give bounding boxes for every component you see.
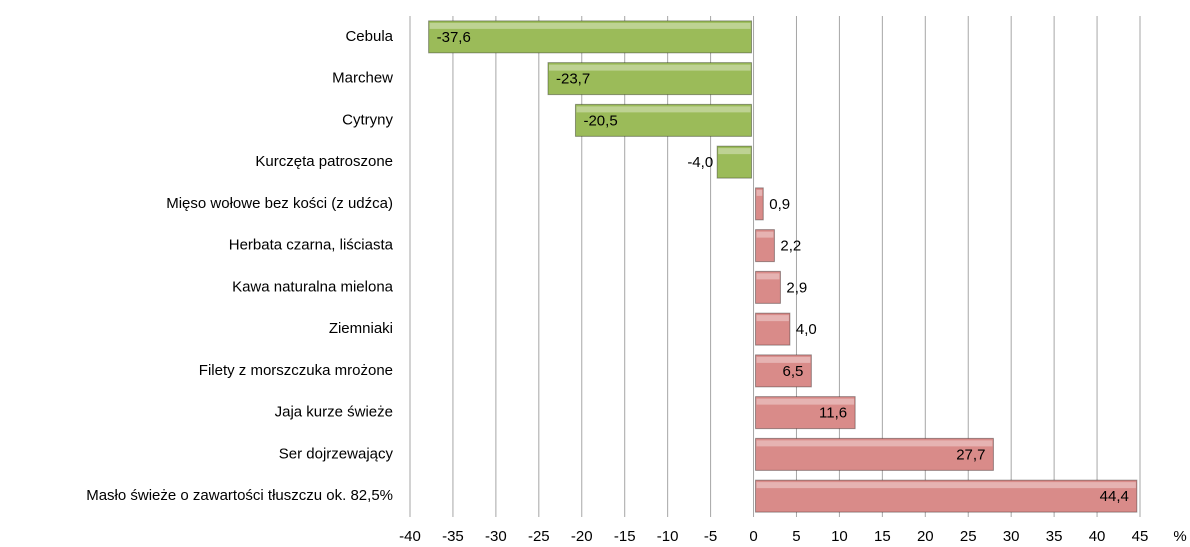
bar-highlight bbox=[576, 106, 751, 113]
x-tick-label: -15 bbox=[614, 528, 636, 545]
bar-highlight bbox=[756, 189, 763, 196]
x-tick-label: 5 bbox=[792, 528, 800, 545]
bar bbox=[755, 312, 791, 346]
bar-highlight bbox=[756, 315, 789, 322]
y-tick-label: Filety z morszczuka mrożone bbox=[199, 362, 393, 379]
x-tick-label: -25 bbox=[528, 528, 550, 545]
x-tick-label: 20 bbox=[917, 528, 934, 545]
bar bbox=[755, 396, 856, 430]
bar-highlight bbox=[718, 148, 751, 155]
y-tick-label: Ser dojrzewający bbox=[279, 445, 394, 462]
x-tick-label: 40 bbox=[1089, 528, 1106, 545]
value-label: 11,6 bbox=[819, 405, 847, 422]
x-tick-label: 25 bbox=[960, 528, 977, 545]
bar-highlight bbox=[548, 64, 751, 71]
bar bbox=[755, 437, 994, 471]
bar-highlight bbox=[756, 356, 811, 363]
x-tick-label: 30 bbox=[1003, 528, 1020, 545]
x-tick-label: 35 bbox=[1046, 528, 1063, 545]
bar bbox=[428, 20, 753, 54]
x-tick-label: -35 bbox=[442, 528, 464, 545]
value-label: -23,7 bbox=[556, 71, 590, 88]
x-tick-label: 15 bbox=[874, 528, 891, 545]
value-label: 0,9 bbox=[769, 196, 790, 213]
bar bbox=[755, 229, 775, 263]
value-label: 27,7 bbox=[956, 446, 985, 463]
x-tick-label: 45 bbox=[1132, 528, 1149, 545]
x-tick-label: -40 bbox=[399, 528, 421, 545]
y-tick-label: Cytryny bbox=[342, 111, 393, 128]
value-label: 2,2 bbox=[780, 238, 801, 255]
bar bbox=[547, 62, 753, 96]
axis-unit: % bbox=[1173, 528, 1186, 545]
y-tick-label: Marchew bbox=[332, 70, 393, 87]
bar-highlight bbox=[756, 273, 780, 280]
x-tick-label: -20 bbox=[571, 528, 593, 545]
bar-highlight bbox=[429, 22, 751, 29]
value-label: -37,6 bbox=[437, 29, 471, 46]
bar bbox=[755, 479, 1138, 513]
x-tick-label: 0 bbox=[749, 528, 757, 545]
value-label: -20,5 bbox=[583, 112, 617, 129]
x-tick-label: -10 bbox=[657, 528, 679, 545]
bar-highlight bbox=[756, 231, 774, 238]
value-label: 2,9 bbox=[786, 279, 807, 296]
bar bbox=[716, 145, 753, 179]
value-label: 44,4 bbox=[1100, 488, 1129, 505]
bar bbox=[755, 354, 812, 388]
bar-highlight bbox=[756, 440, 993, 447]
y-tick-label: Jaja kurze świeże bbox=[275, 404, 393, 421]
bar bbox=[755, 270, 781, 304]
y-tick-label: Kawa naturalna mielona bbox=[232, 278, 394, 295]
bar-highlight bbox=[756, 482, 1136, 489]
y-tick-label: Mięso wołowe bez kości (z udźca) bbox=[166, 195, 393, 212]
x-tick-label: -5 bbox=[704, 528, 717, 545]
y-tick-label: Cebula bbox=[345, 28, 393, 45]
value-label: 4,0 bbox=[796, 321, 817, 338]
bar-highlight bbox=[756, 398, 855, 405]
y-tick-label: Ziemniaki bbox=[329, 320, 393, 337]
value-label: -4,0 bbox=[687, 154, 713, 171]
bar bbox=[574, 103, 753, 137]
y-tick-label: Herbata czarna, liściasta bbox=[229, 237, 394, 254]
value-label: 6,5 bbox=[782, 363, 803, 380]
y-tick-label: Masło świeże o zawartości tłuszczu ok. 8… bbox=[86, 487, 393, 504]
x-tick-label: 10 bbox=[831, 528, 848, 545]
y-tick-label: Kurczęta patroszone bbox=[255, 153, 393, 170]
x-tick-label: -30 bbox=[485, 528, 507, 545]
bar bbox=[755, 187, 764, 221]
